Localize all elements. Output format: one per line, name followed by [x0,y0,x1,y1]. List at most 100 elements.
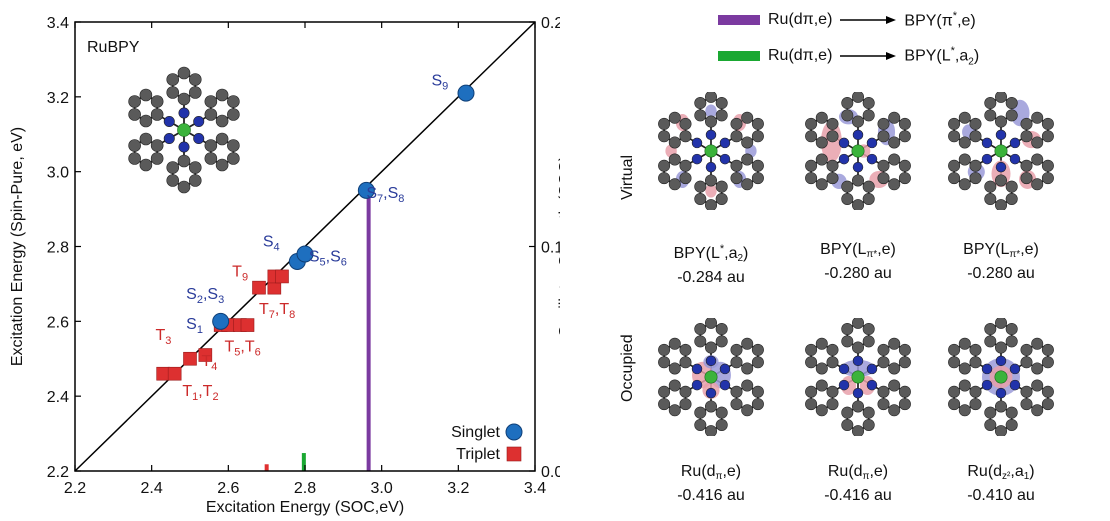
carbon-atom [1005,335,1018,348]
carbon-atom [741,337,754,350]
carbon-atom [969,398,982,411]
carbon-atom [1020,356,1033,369]
carbon-atom [668,404,681,417]
carbon-atom [805,130,818,143]
carbon-atom [851,341,864,354]
carbon-atom [994,174,1007,187]
orbital-virtual-1-label: BPY(L*,a2) -0.284 au [636,240,786,287]
carbon-atom [730,159,743,172]
carbon-atom [888,362,901,375]
carbon-atom [1041,343,1054,356]
carbon-atom [958,362,971,375]
carbon-atom [668,362,681,375]
carbon-atom [150,139,164,152]
carbon-atom [215,158,229,172]
carbon-atom [851,174,864,187]
carbon-atom [984,335,997,348]
orbital-lobe [705,184,717,198]
carbon-atom [1031,404,1044,417]
carbon-atom [751,398,764,411]
carbon-atom [1005,192,1018,205]
nitrogen-atom [719,153,731,165]
carbon-atom [888,404,901,417]
nitrogen-atom [838,379,850,391]
carbon-atom [862,406,875,419]
y-tick-label: 3.2 [47,90,69,107]
carbon-atom [948,130,961,143]
carbon-atom [805,398,818,411]
legend-marker-singlet [505,423,523,441]
carbon-atom [139,132,153,146]
nitrogen-atom [995,355,1007,367]
state-label: S1 [186,316,203,336]
carbon-atom [841,192,854,205]
carbon-atom [984,109,997,122]
carbon-atom [741,178,754,191]
carbon-atom [851,400,864,413]
carbon-atom [994,115,1007,128]
triplet-point [183,351,197,366]
carbon-atom [1020,385,1033,398]
carbon-atom [751,385,764,398]
carbon-atom [888,337,901,350]
carbon-atom [948,159,961,172]
carbon-atom [1031,379,1044,392]
carbon-atom [658,159,671,172]
carbon-atom [668,178,681,191]
carbon-atom [826,385,839,398]
inset-label: RuBPY [87,39,140,56]
x-axis-label: Excitation Energy (SOC,eV) [206,499,404,516]
carbon-atom [1005,180,1018,193]
carbon-atom [694,418,707,431]
carbon-atom [852,425,864,436]
carbon-atom [668,379,681,392]
carbon-atom [715,180,728,193]
carbon-atom [1041,385,1054,398]
carbon-atom [188,73,202,86]
nitrogen-atom [838,153,850,165]
arrow-icon [840,52,897,60]
carbon-atom [958,136,971,149]
carbon-atom [715,97,728,110]
carbon-atom [877,343,890,356]
carbon-atom [751,159,764,172]
nitrogen-atom [705,387,717,399]
state-label: T9 [232,263,248,283]
carbon-atom [969,172,982,185]
carbon-atom [805,172,818,185]
carbon-atom [877,117,890,130]
state-label: T7,T8 [259,301,295,321]
orbital-virtual-2-label: BPY(Lπ*,e) -0.280 au [783,240,933,283]
carbon-atom [995,425,1007,436]
carbon-atom [705,425,717,436]
carbon-atom [679,398,692,411]
singlet-point [296,245,314,263]
carbon-atom [948,398,961,411]
carbon-atom [969,130,982,143]
carbon-atom [705,318,717,329]
y2-tick-label: 0.1 [541,240,560,257]
carbon-atom [958,111,971,124]
orbital-name: BPY(Lπ*,e) [963,241,1039,260]
carbon-atom [898,343,911,356]
transition-legend: Ru(dπ,e) BPY(π*,e) Ru(dπ,e) BPY(L*,a2) [718,8,1058,70]
orbital-energy: -0.416 au [677,487,745,504]
state-label: S7,S8 [366,185,404,205]
carbon-atom [958,404,971,417]
carbon-atom [150,152,164,165]
carbon-atom [715,192,728,205]
carbon-atom [815,153,828,166]
chart-panel: 2.2 2.4 2.6 2.8 3.0 3.2 3.4 2.2 2.4 2.6 2.8 3.0 3.2 3… [9,15,560,516]
carbon-atom [984,323,997,336]
carbon-atom [1041,159,1054,172]
carbon-atom [715,335,728,348]
carbon-atom [958,337,971,350]
triplet-point [167,366,182,381]
y-tick-label: 2.2 [47,464,69,481]
nitrogen-atom [995,161,1007,173]
carbon-atom [658,398,671,411]
carbon-atom [177,154,191,168]
carbon-atom [658,343,671,356]
carbon-atom [805,385,818,398]
carbon-atom [128,139,141,152]
